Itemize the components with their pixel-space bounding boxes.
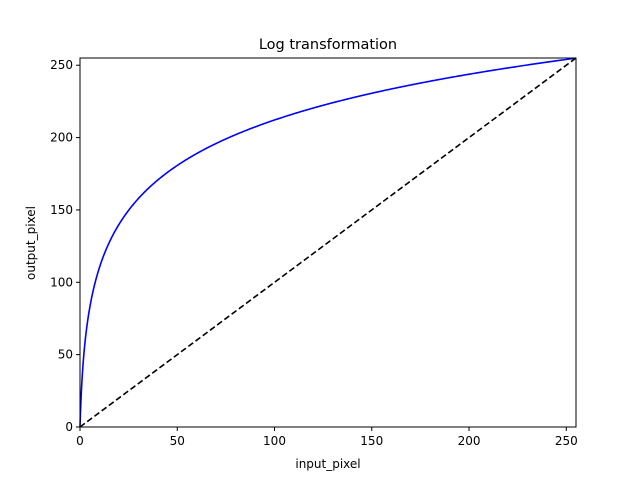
x-tick-label: 0 <box>76 434 84 448</box>
identity-reference-line <box>79 57 577 428</box>
plot-frame <box>79 57 577 428</box>
series-layer <box>79 57 577 428</box>
x-tick-label: 200 <box>458 434 481 448</box>
y-tick-label: 0 <box>65 420 73 434</box>
y-tick-label: 50 <box>58 348 73 362</box>
x-tick-label: 100 <box>263 434 286 448</box>
y-tick-label: 250 <box>50 58 73 72</box>
log-curve-line <box>79 57 577 427</box>
y-tick-label: 200 <box>50 131 73 145</box>
x-tick-label: 150 <box>360 434 383 448</box>
y-axis-label: output_pixel <box>24 206 38 280</box>
x-axis-label: input_pixel <box>295 457 360 471</box>
y-tick-label: 150 <box>50 203 73 217</box>
x-tick-label: 50 <box>170 434 185 448</box>
ticks-layer: 0 50 100 150 200 250 0 50 100 150 200 250 <box>50 58 578 448</box>
y-tick-label: 100 <box>50 275 73 289</box>
x-tick-label: 250 <box>555 434 578 448</box>
chart-title: Log transformation <box>259 37 397 53</box>
